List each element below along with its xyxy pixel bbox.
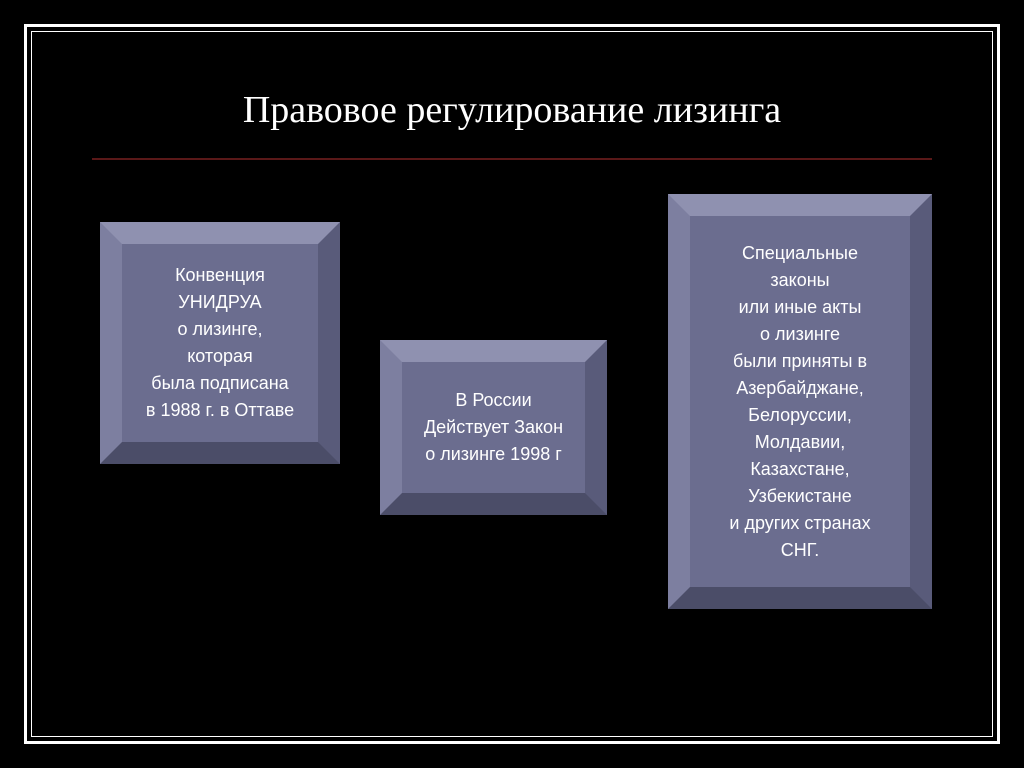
slide-title: Правовое регулирование лизинга [32, 88, 992, 132]
info-box-text: Специальные законы или иные акты о лизин… [725, 236, 874, 568]
info-box-cis: Специальные законы или иные акты о лизин… [668, 194, 932, 609]
title-underline [92, 158, 932, 160]
slide-inner-frame: Правовое регулирование лизинга Конвенция… [31, 31, 993, 737]
info-box-text: Конвенция УНИДРУА о лизинге, которая был… [142, 258, 298, 428]
info-box-unidroit: Конвенция УНИДРУА о лизинге, которая был… [100, 222, 340, 464]
info-box-russia: В России Действует Закон о лизинге 1998 … [380, 340, 607, 515]
slide-outer-frame: Правовое регулирование лизинга Конвенция… [24, 24, 1000, 744]
info-box-text: В России Действует Закон о лизинге 1998 … [420, 383, 567, 472]
